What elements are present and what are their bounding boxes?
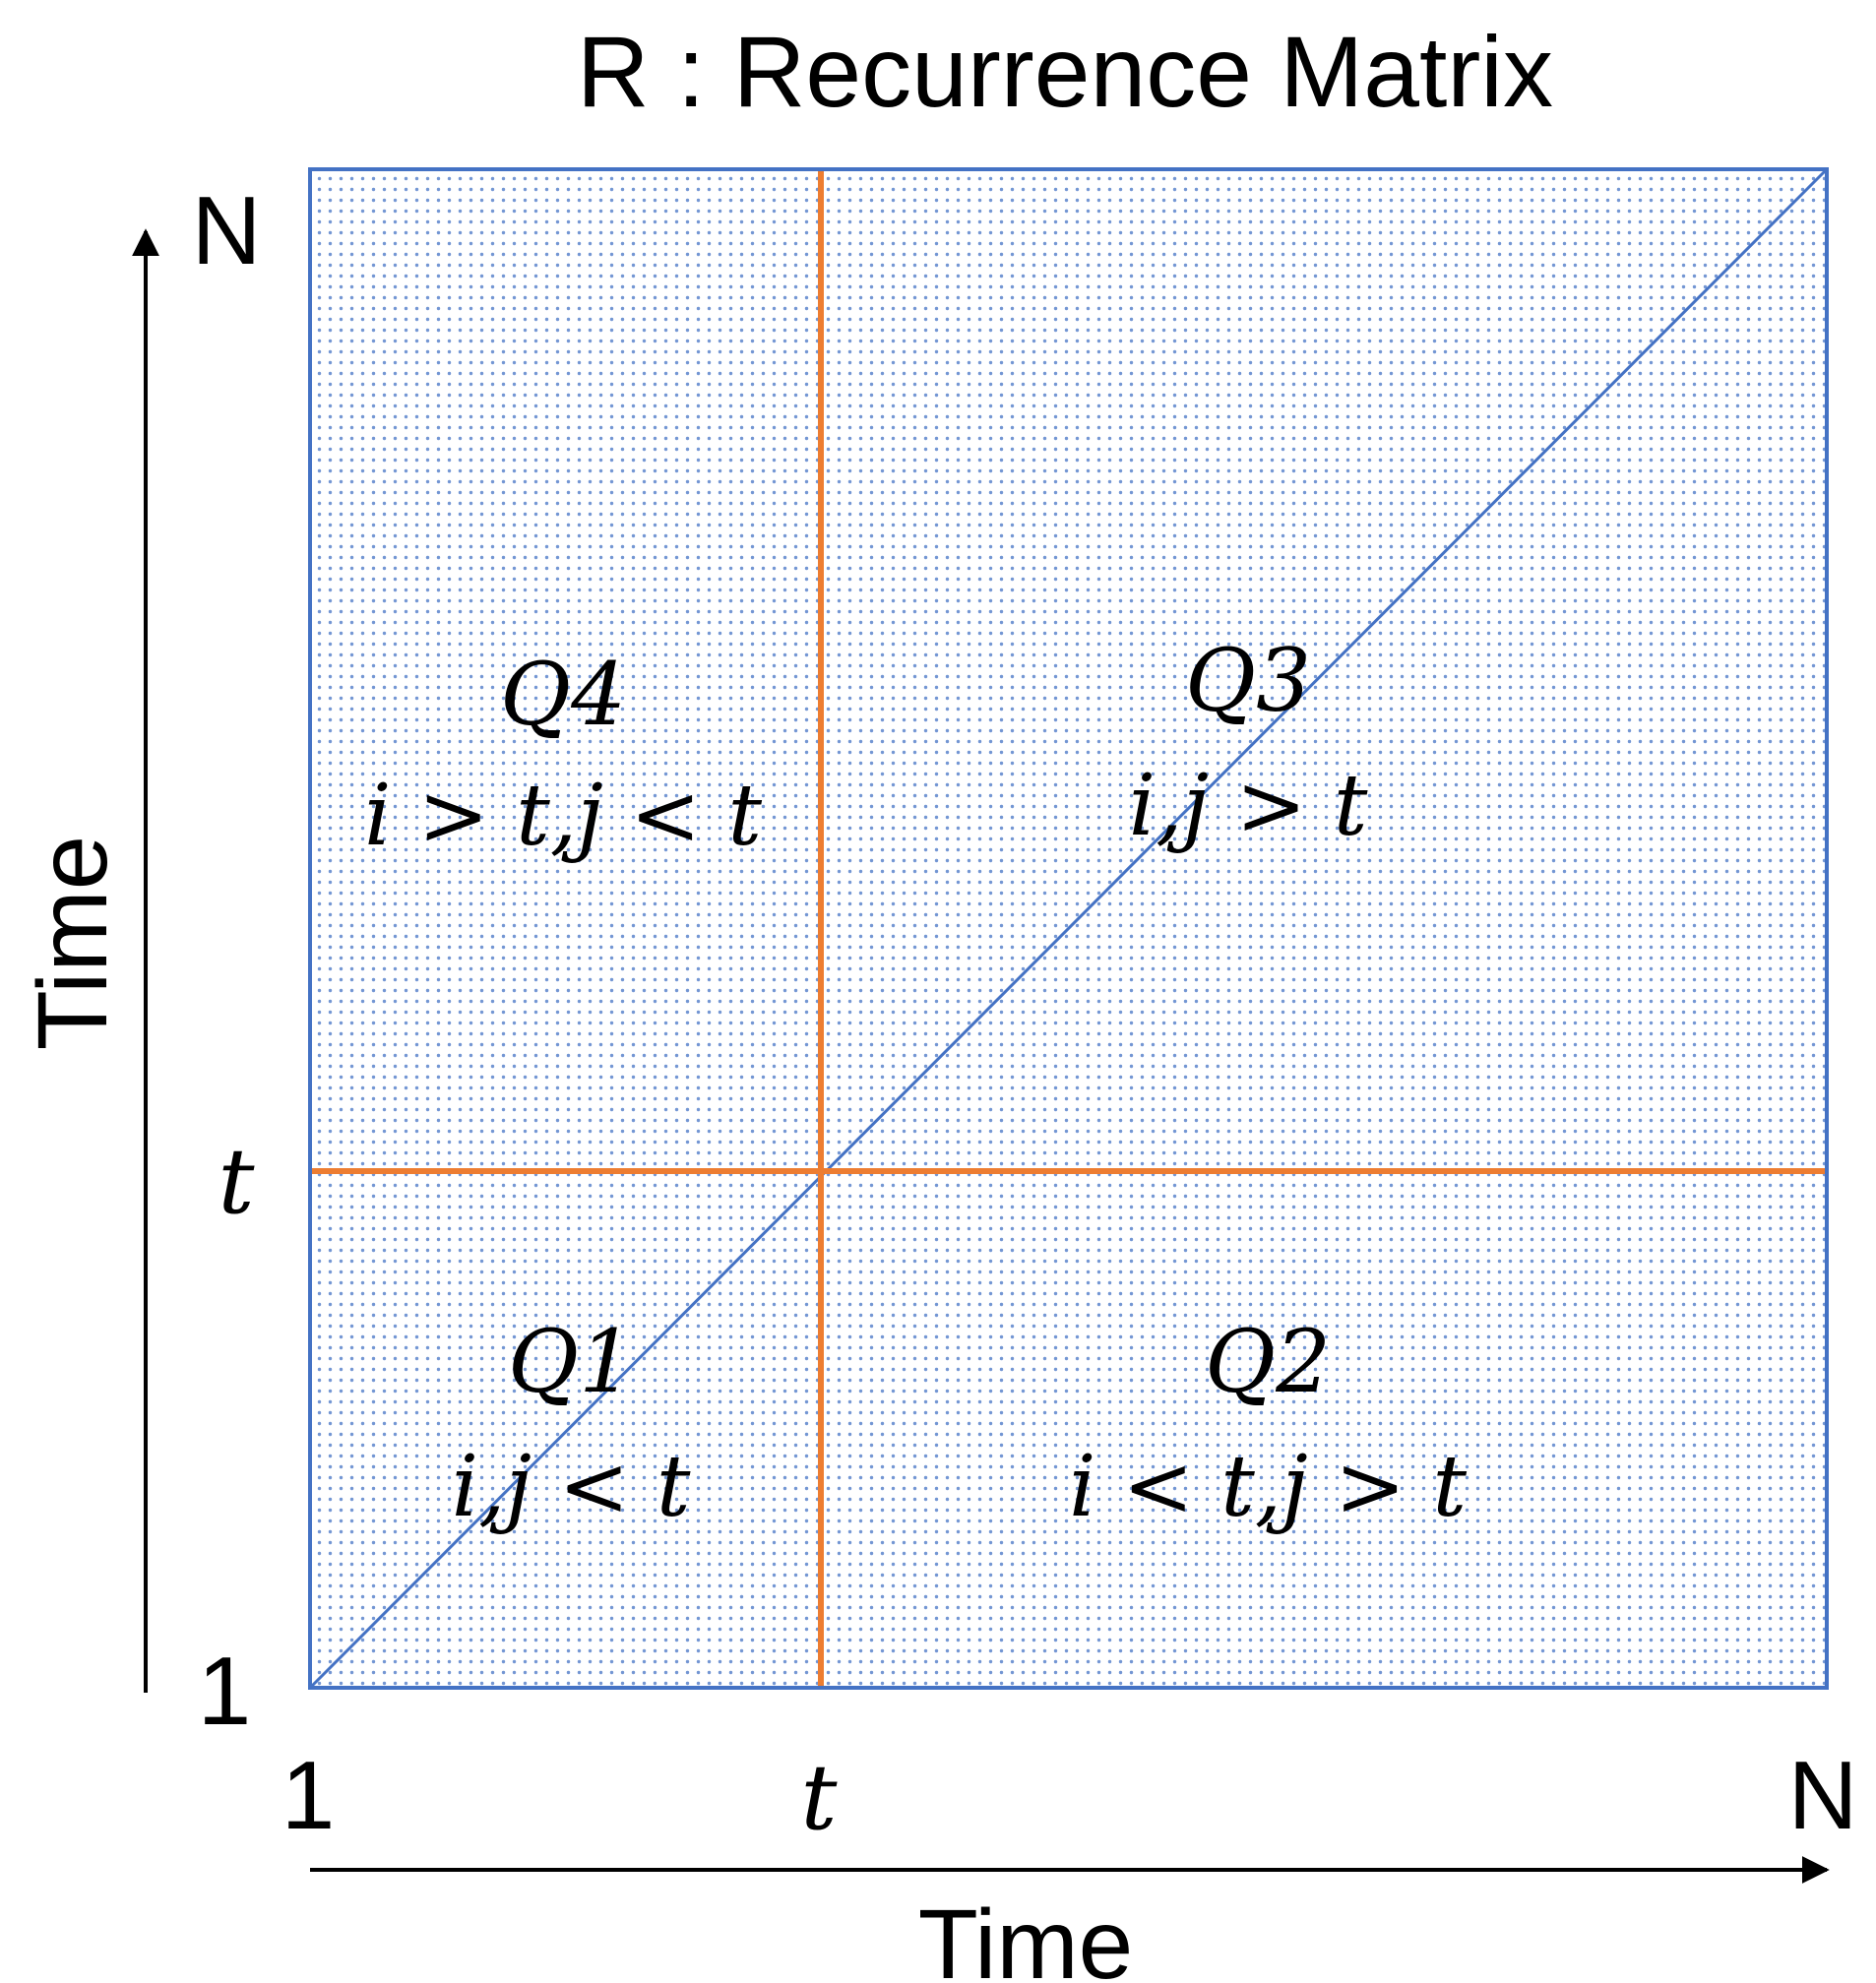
- x-tick-end: N: [1788, 1741, 1858, 1849]
- quadrant-q2-label: Q2: [1205, 1311, 1331, 1412]
- diagram-title: R : Recurrence Matrix: [577, 16, 1553, 128]
- y-tick-start: 1: [198, 1637, 252, 1745]
- diagonal-line: [308, 167, 1829, 1690]
- quadrant-q1-label: Q1: [508, 1311, 634, 1412]
- x-tick-mid: t: [801, 1745, 839, 1850]
- matrix-border: [308, 167, 1829, 1690]
- y-tick-mid: t: [219, 1129, 256, 1234]
- x-axis-title: Time: [918, 1890, 1134, 1983]
- quadrant-q2-condition: i < t,j > t: [1069, 1438, 1468, 1536]
- quadrant-q1-condition: i,j < t: [452, 1438, 691, 1536]
- y-axis-title: Time: [18, 836, 128, 1051]
- quadrant-q4-condition: i > t,j < t: [364, 767, 763, 865]
- quadrant-q3-condition: i,j > t: [1129, 757, 1368, 855]
- quadrant-q4-label: Q4: [500, 644, 626, 745]
- y-tick-end: N: [192, 176, 262, 284]
- x-tick-start: 1: [281, 1741, 336, 1849]
- quadrant-q3-label: Q3: [1185, 630, 1311, 731]
